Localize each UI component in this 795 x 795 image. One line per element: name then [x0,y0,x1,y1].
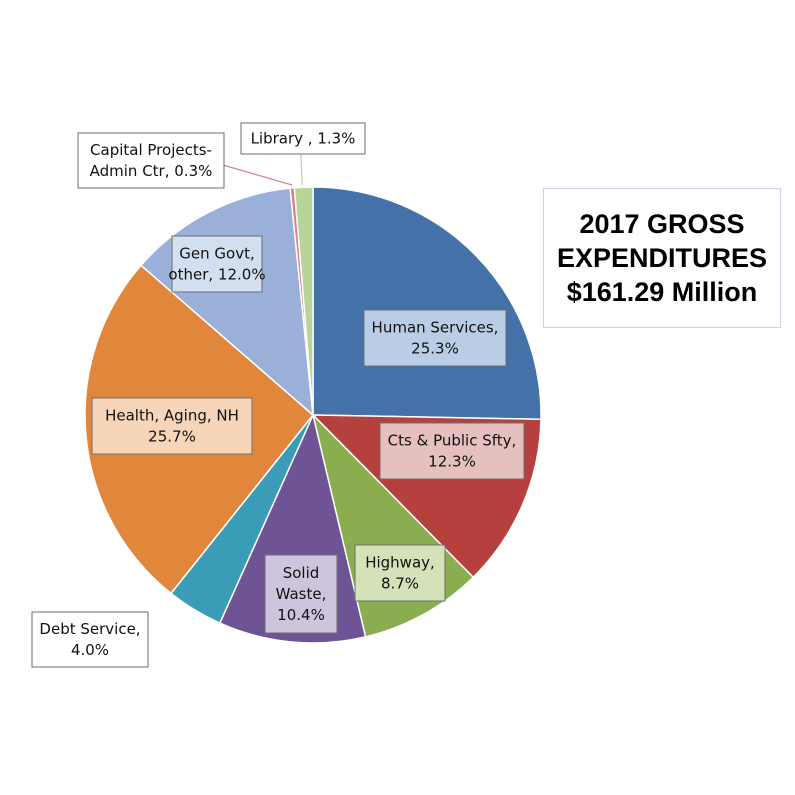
slice-label-text-3-2: 10.4% [277,606,325,624]
slice-label-3: Solid Waste, 10.4% [265,555,337,633]
leader-line-8 [301,154,302,185]
slice-label-2: Highway, 8.7% [355,545,445,601]
slice-label-text-1-1: 12.3% [428,453,476,471]
slice-label-text-4-1: 4.0% [71,641,109,659]
slice-label-text-5-0: Health, Aging, NH [105,407,239,425]
slice-label-text-1-0: Cts & Public Sfty, [388,432,517,450]
slice-label-text-8-0: Library , 1.3% [251,130,356,148]
slice-label-7: Capital Projects- Admin Ctr, 0.3% [78,133,224,188]
slice-label-1: Cts & Public Sfty, 12.3% [380,423,524,479]
leader-lines [216,154,302,185]
slice-label-text-6-0: Gen Govt, [179,245,254,263]
pie-slice-0 [313,187,541,419]
slice-label-text-4-0: Debt Service, [39,620,140,638]
chart-title-line-1: 2017 GROSS [579,207,744,241]
slice-label-text-2-1: 8.7% [381,575,419,593]
slice-label-text-7-1: Admin Ctr, 0.3% [90,162,213,180]
slice-label-text-7-0: Capital Projects- [90,141,212,159]
slice-label-text-3-0: Solid [283,564,320,582]
slice-label-text-0-1: 25.3% [411,340,459,358]
slice-label-text-2-0: Highway, [365,554,435,572]
chart-title-box: 2017 GROSS EXPENDITURES $161.29 Million [543,188,781,328]
slice-label-text-6-1: other, 12.0% [168,266,265,284]
slice-label-text-0-0: Human Services, [372,319,499,337]
slice-label-6: Gen Govt, other, 12.0% [168,236,265,292]
chart-title-line-3: $161.29 Million [567,275,758,309]
slice-label-text-5-1: 25.7% [148,428,196,446]
slice-label-text-3-1: Waste, [276,585,327,603]
leader-line-7 [216,163,292,185]
slice-label-0: Human Services, 25.3% [364,310,506,366]
slice-label-8: Library , 1.3% [241,123,365,154]
chart-title-line-2: EXPENDITURES [557,241,767,275]
slice-label-4: Debt Service, 4.0% [32,612,148,667]
slice-label-5: Health, Aging, NH 25.7% [92,398,252,454]
